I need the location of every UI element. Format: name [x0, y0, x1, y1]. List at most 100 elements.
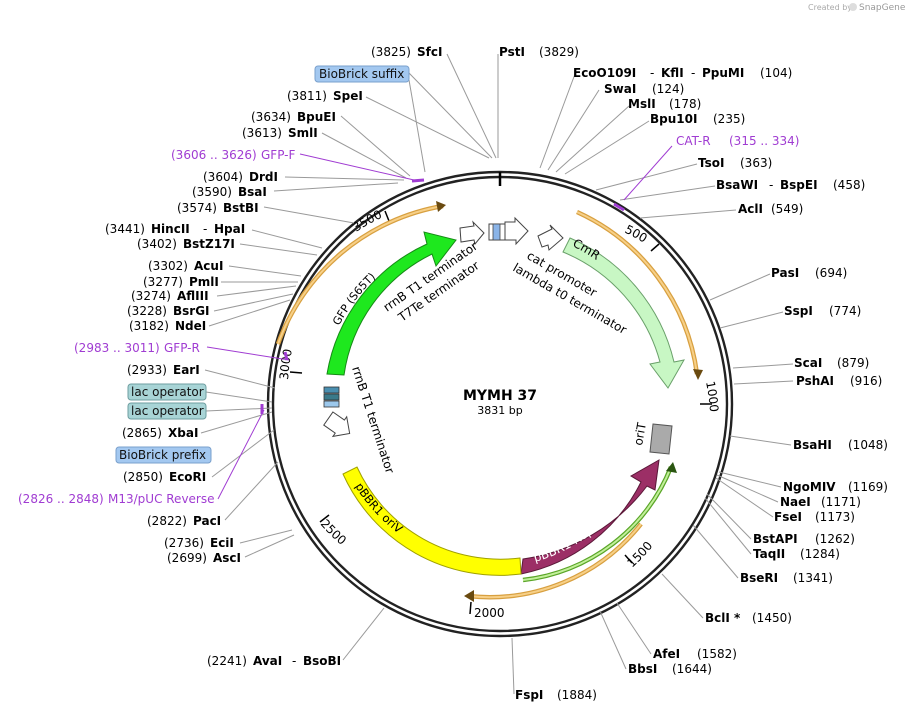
site-bstbi[interactable]: BstBI — [223, 201, 259, 215]
site-swai[interactable]: SwaI — [604, 82, 636, 96]
site-ngomiv-pos: (1169) — [848, 480, 888, 494]
feature-pbbr1-oriv[interactable]: pBBR1 oriV — [342, 466, 522, 576]
primer-gfp-f[interactable]: GFP-F — [261, 148, 296, 162]
tick-marks — [289, 172, 712, 615]
site-bseri[interactable]: BseRI — [740, 571, 778, 585]
primer-marks — [260, 178, 625, 414]
svg-text:pBBR1 oriV: pBBR1 oriV — [352, 480, 405, 536]
orange-arc-top-left — [275, 201, 446, 345]
primer-cat-r[interactable]: CAT-R — [676, 134, 711, 148]
plasmid-name: MYMH 37 — [463, 388, 537, 404]
lac-operator-2[interactable]: lac operator — [127, 402, 207, 420]
site-hincii[interactable]: HincII — [151, 222, 190, 236]
site-xbai[interactable]: XbaI — [168, 426, 198, 440]
site-acui[interactable]: AcuI — [194, 259, 223, 273]
site-acui-pos: (3302) — [148, 259, 188, 273]
site-bsawi[interactable]: BsaWI — [716, 178, 758, 192]
site-bsahi-pos: (1048) — [848, 438, 888, 452]
lac-operator-blocks — [323, 386, 340, 408]
plasmid-length: 3831 bp — [477, 404, 522, 417]
site-sspi[interactable]: SspI — [784, 304, 813, 318]
lac-operator-1[interactable]: lac operator — [127, 383, 207, 401]
site-bsobi[interactable]: BsoBI — [303, 654, 341, 668]
site-eco-pos: (104) — [760, 66, 792, 80]
site-afliii[interactable]: AflIII — [177, 289, 209, 303]
site-hincii-sep: - — [203, 222, 207, 236]
site-tsoi-pos: (363) — [740, 156, 772, 170]
site-bsrgi[interactable]: BsrGI — [173, 304, 210, 318]
terminator-arrow-3 — [504, 216, 529, 246]
site-bspei[interactable]: BspEI — [780, 178, 818, 192]
site-bpu10i[interactable]: Bpu10I — [650, 112, 697, 126]
site-sfci[interactable]: SfcI — [417, 45, 442, 59]
site-pshai-pos: (916) — [850, 374, 882, 388]
site-tsoi[interactable]: TsoI — [698, 156, 724, 170]
biobrick-suffix-label: BioBrick suffix — [319, 67, 404, 81]
site-drdi[interactable]: DrdI — [249, 170, 278, 184]
label-rrnb-t1-left: rrnB T1 terminator — [349, 365, 397, 476]
site-asci[interactable]: AscI — [213, 551, 241, 565]
feature-orit-label: oriT — [631, 421, 649, 447]
site-pshai[interactable]: PshAI — [796, 374, 834, 388]
site-ndei[interactable]: NdeI — [175, 319, 206, 333]
site-ecori[interactable]: EcoRI — [169, 470, 206, 484]
primer-gfp-r[interactable]: GFP-R — [164, 341, 200, 355]
biobrick-prefix[interactable]: BioBrick prefix — [115, 446, 212, 464]
site-ndei-pos: (3182) — [129, 319, 169, 333]
snapgene-logo-icon — [849, 3, 857, 11]
feature-pbbr1-oriv-label: pBBR1 oriV — [352, 480, 405, 536]
site-eari[interactable]: EarI — [173, 363, 200, 377]
site-taqii[interactable]: TaqII — [753, 547, 785, 561]
site-ngomiv[interactable]: NgoMIV — [783, 480, 836, 494]
site-ecii[interactable]: EciI — [210, 536, 234, 550]
site-fspi[interactable]: FspI — [515, 688, 543, 702]
site-bpu10i-pos: (235) — [713, 112, 745, 126]
site-acli[interactable]: AclI — [738, 202, 763, 216]
orange-arc-bottom — [464, 522, 643, 602]
site-fsei[interactable]: FseI — [774, 510, 802, 524]
site-bstapi-pos: (1262) — [815, 532, 855, 546]
site-pasi[interactable]: PasI — [771, 266, 799, 280]
biobrick-suffix[interactable]: BioBrick suffix — [314, 65, 410, 83]
site-naei[interactable]: NaeI — [780, 495, 811, 509]
site-ecori-pos: (2850) — [123, 470, 163, 484]
site-bcli[interactable]: BclI * — [705, 611, 741, 625]
primer-m13[interactable]: M13/pUC Reverse — [108, 492, 215, 506]
site-paci[interactable]: PacI — [193, 514, 221, 528]
leader-lines — [200, 53, 794, 695]
primer-m13-range: (2826 .. 2848) — [18, 492, 104, 506]
terminator-arrow-left — [323, 411, 351, 438]
site-taqii-pos: (1284) — [800, 547, 840, 561]
site-bsawi-sep: - — [769, 178, 773, 192]
site-scai[interactable]: ScaI — [794, 356, 822, 370]
site-bsai[interactable]: BsaI — [238, 185, 267, 199]
site-bstapi[interactable]: BstAPI — [753, 532, 798, 546]
site-bbsi[interactable]: BbsI — [628, 662, 657, 676]
site-avai[interactable]: AvaI — [253, 654, 282, 668]
site-afei[interactable]: AfeI — [653, 647, 680, 661]
site-afei-pos: (1582) — [697, 647, 737, 661]
site-pmli-pos: (3277) — [143, 275, 183, 289]
site-psti[interactable]: PstI — [499, 45, 525, 59]
site-bsahi[interactable]: BsaHI — [793, 438, 832, 452]
site-hpai[interactable]: HpaI — [214, 222, 245, 236]
site-paci-pos: (2822) — [147, 514, 187, 528]
site-kfli[interactable]: KflI — [661, 66, 684, 80]
site-eco0109i[interactable]: EcoO109I — [573, 66, 636, 80]
primer-gfp-r-range: (2983 .. 3011) — [74, 341, 160, 355]
site-asci-pos: (2699) — [167, 551, 207, 565]
site-acli-pos: (549) — [771, 202, 803, 216]
site-sfci-pos: (3825) — [371, 45, 411, 59]
credit-brand: SnapGene — [859, 3, 906, 13]
site-bpuei[interactable]: BpuEI — [297, 110, 336, 124]
feature-orit[interactable]: oriT — [631, 421, 673, 455]
site-pmli[interactable]: PmlI — [189, 275, 219, 289]
site-bsawi-pos: (458) — [833, 178, 865, 192]
site-msli[interactable]: MslI — [628, 97, 656, 111]
site-bstz17i[interactable]: BstZ17I — [183, 237, 235, 251]
site-spei[interactable]: SpeI — [333, 89, 363, 103]
site-smli[interactable]: SmlI — [288, 126, 318, 140]
site-ppumi[interactable]: PpuMI — [702, 66, 744, 80]
site-bseri-pos: (1341) — [793, 571, 833, 585]
